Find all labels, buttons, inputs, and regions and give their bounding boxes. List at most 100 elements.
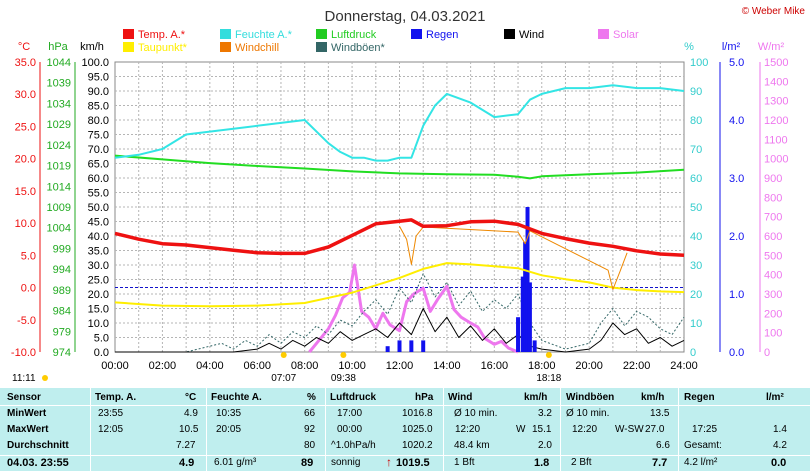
min-gust-value: 13.5	[650, 408, 670, 419]
header-press: Luftdruck	[330, 392, 377, 403]
solar-tick-label: 1400	[764, 76, 788, 88]
temp-tick-label: -5.0	[17, 315, 36, 327]
solar-tick-label: 1100	[764, 134, 788, 146]
temperature-line	[114, 218, 685, 258]
pct-tick-label: 10	[690, 318, 702, 330]
kmh-tick-label: 70.0	[88, 144, 109, 156]
current-wind-sub: 1 Bft	[454, 457, 475, 468]
rain-tick-label: 5.0	[729, 57, 744, 69]
table-divider	[0, 455, 810, 456]
time-tick-label: 06:00	[243, 360, 271, 372]
kmh-tick-label: 15.0	[88, 304, 109, 316]
time-tick-label: 10:00	[338, 360, 366, 372]
hpa-tick-label: 1019	[47, 161, 71, 173]
avg-rain-label: Gesamt:	[684, 440, 722, 451]
wind-line	[115, 308, 685, 353]
hpa-tick-label: 1029	[47, 119, 71, 131]
temp-tick-label: 25.0	[15, 121, 36, 133]
header-temp: Temp. A.	[95, 392, 137, 403]
pct-tick-label: 20	[690, 289, 702, 301]
solar-tick-label: 100	[764, 328, 782, 340]
hpa-tick-label: 1004	[47, 223, 71, 235]
min-hum-time: 10:35	[216, 408, 242, 419]
solar-tick-label: 200	[764, 308, 782, 320]
max-temp-time: 12:05	[98, 424, 124, 435]
time-tick-label: 08:00	[291, 360, 319, 372]
pct-tick-label: 50	[690, 202, 702, 214]
header-temp-unit: °C	[185, 392, 197, 403]
row-current-label: 04.03. 23:55	[7, 457, 69, 469]
rain-bar	[532, 340, 537, 352]
axis-ticks: 35.0 30.0 25.0 20.0 15.0 10.0 5.0 0.0 -5.0 -10.0 1…	[11, 57, 789, 372]
solar-tick-label: 500	[764, 250, 782, 262]
legend-swatch	[316, 29, 327, 39]
noon-time-label: 09:38	[331, 373, 356, 384]
min-press-value: 1016.8	[402, 408, 433, 419]
legend-swatch	[123, 42, 134, 52]
legend-label: Taupunkt*	[138, 42, 188, 54]
temp-tick-label: 5.0	[21, 250, 36, 262]
sun-markers: 07:07 09:38 18:18 11:11	[12, 352, 562, 384]
max-gust-direction: W-SW	[615, 424, 644, 435]
rain-bar	[516, 317, 521, 352]
max-press-value: 1025.0	[402, 424, 433, 435]
sunset-marker	[545, 352, 552, 358]
rain-bar	[525, 207, 530, 352]
temp-tick-label: 0.0	[21, 283, 36, 295]
temp-tick-label: 35.0	[15, 57, 36, 69]
kmh-tick-label: 20.0	[88, 289, 109, 301]
hpa-tick-label: 1009	[47, 202, 71, 214]
current-time-label: 11:11	[12, 373, 36, 384]
hpa-tick-label: 984	[53, 306, 71, 318]
legend-swatch	[598, 29, 609, 39]
current-press-value: 1019.5	[396, 457, 430, 469]
solar-tick-label: 0	[764, 347, 770, 359]
kmh-tick-label: 0.0	[94, 347, 109, 359]
current-rain-sub: 4.2 l/m²	[684, 457, 718, 468]
stats-table: Sensor Temp. A. °C Feuchte A. % Luftdruc…	[0, 388, 810, 471]
hpa-tick-label: 1039	[47, 78, 71, 90]
pressure-trend-up-icon: ↑	[386, 455, 392, 469]
current-hum-value: 89	[301, 457, 314, 469]
pct-tick-label: 40	[690, 231, 702, 243]
pct-tick-label: 30	[690, 260, 702, 272]
row-avg-label: Durchschnitt	[7, 440, 69, 451]
legend-label: Luftdruck	[331, 29, 377, 41]
current-press-sub: sonnig	[331, 457, 361, 468]
legend-label: Windchill	[235, 42, 279, 54]
max-wind-time: 12:20	[455, 424, 481, 435]
chart-legend: Temp. A.* Feuchte A.* Luftdruck Regen Wind So…	[123, 29, 639, 54]
table-divider	[0, 405, 810, 406]
sun-icon	[42, 375, 48, 381]
current-wind-value: 1.8	[534, 457, 550, 469]
time-tick-label: 22:00	[623, 360, 651, 372]
avg-rain-value: 4.2	[773, 440, 787, 451]
pct-tick-label: 60	[690, 173, 702, 185]
avg-press-value: 1020.2	[402, 440, 433, 451]
solar-tick-label: 1300	[764, 96, 788, 108]
solar-tick-label: 800	[764, 192, 782, 204]
kmh-tick-label: 40.0	[88, 231, 109, 243]
solar-tick-label: 1200	[764, 115, 788, 127]
rain-bar	[520, 276, 525, 352]
current-temp-value: 4.9	[179, 457, 195, 469]
table-divider	[206, 388, 207, 471]
kmh-tick-label: 55.0	[88, 188, 109, 200]
solar-tick-label: 300	[764, 289, 782, 301]
solar-tick-label: 400	[764, 270, 782, 282]
table-divider	[325, 388, 326, 471]
pct-tick-label: 90	[690, 86, 702, 98]
hpa-tick-label: 974	[53, 347, 71, 359]
legend-swatch	[220, 42, 231, 52]
header-wind: Wind	[448, 392, 473, 403]
max-gust-value: 27.0	[645, 424, 665, 435]
kmh-tick-label: 5.0	[94, 333, 109, 345]
rain-bar	[385, 346, 390, 352]
time-tick-label: 00:00	[101, 360, 129, 372]
max-temp-value: 10.5	[179, 424, 199, 435]
header-hum-unit: %	[307, 392, 316, 403]
legend-swatch	[504, 29, 515, 39]
hpa-tick-label: 989	[53, 285, 71, 297]
legend-label: Temp. A.*	[138, 29, 186, 41]
time-tick-label: 04:00	[196, 360, 224, 372]
